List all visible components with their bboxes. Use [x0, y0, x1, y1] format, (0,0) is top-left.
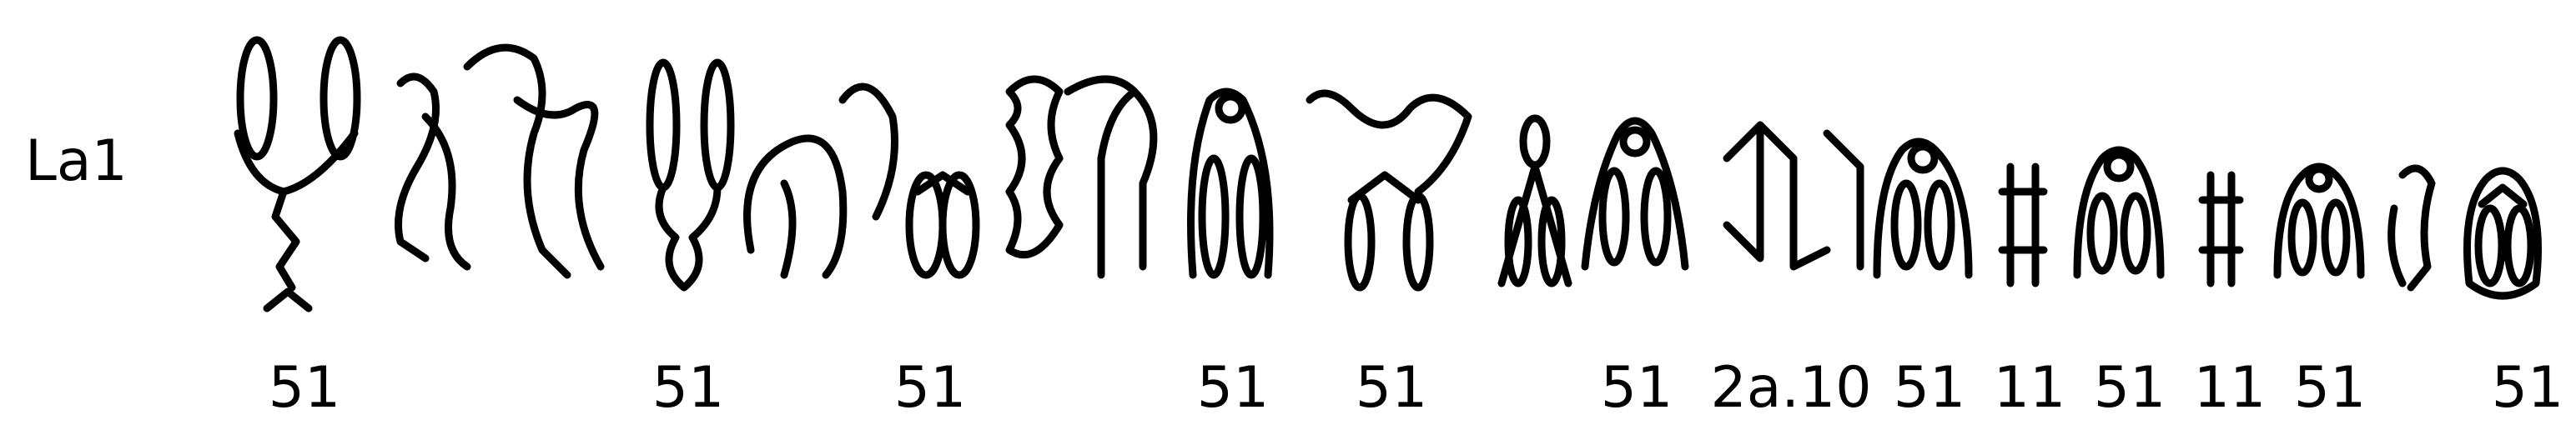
glyph-3: [646, 58, 735, 292]
glyph-6: [1187, 88, 1274, 279]
glyph-number: 11: [1993, 355, 2066, 421]
glyph-11: [1873, 138, 1973, 279]
glyph-7: [1306, 89, 1472, 292]
glyph-12: [1998, 162, 2048, 288]
glyph-number: 51: [268, 355, 341, 421]
glyph-number: 51: [2491, 355, 2564, 421]
glyph-number: 51: [893, 355, 967, 421]
glyph-9: [1581, 117, 1689, 271]
glyph-number: 51: [1355, 355, 1428, 421]
glyph-4: [743, 82, 980, 279]
row-label: La1: [25, 128, 128, 194]
glyph-number: 51: [1196, 355, 1270, 421]
glyph-15: [2273, 162, 2365, 279]
glyph-1: [234, 36, 361, 312]
glyph-number: 51: [2293, 355, 2367, 421]
glyph-number: 11: [2193, 355, 2267, 421]
glyph-number: 51: [1893, 355, 1966, 421]
glyph-10: [1723, 121, 1864, 271]
rongorongo-glyph-line: [234, 36, 2542, 312]
glyph-8: [1497, 114, 1572, 288]
glyph-17: [2463, 167, 2542, 300]
glyph-16: [2387, 164, 2436, 292]
glyph-5: [1005, 75, 1158, 279]
glyph-14: [2198, 171, 2244, 288]
glyph-number: 51: [652, 355, 725, 421]
glyph-13: [2073, 146, 2165, 279]
glyph-number: 51: [1600, 355, 1673, 421]
glyph-2: [395, 43, 605, 279]
glyph-number: 2a.10: [1710, 355, 1872, 421]
glyph-number: 51: [2093, 355, 2166, 421]
